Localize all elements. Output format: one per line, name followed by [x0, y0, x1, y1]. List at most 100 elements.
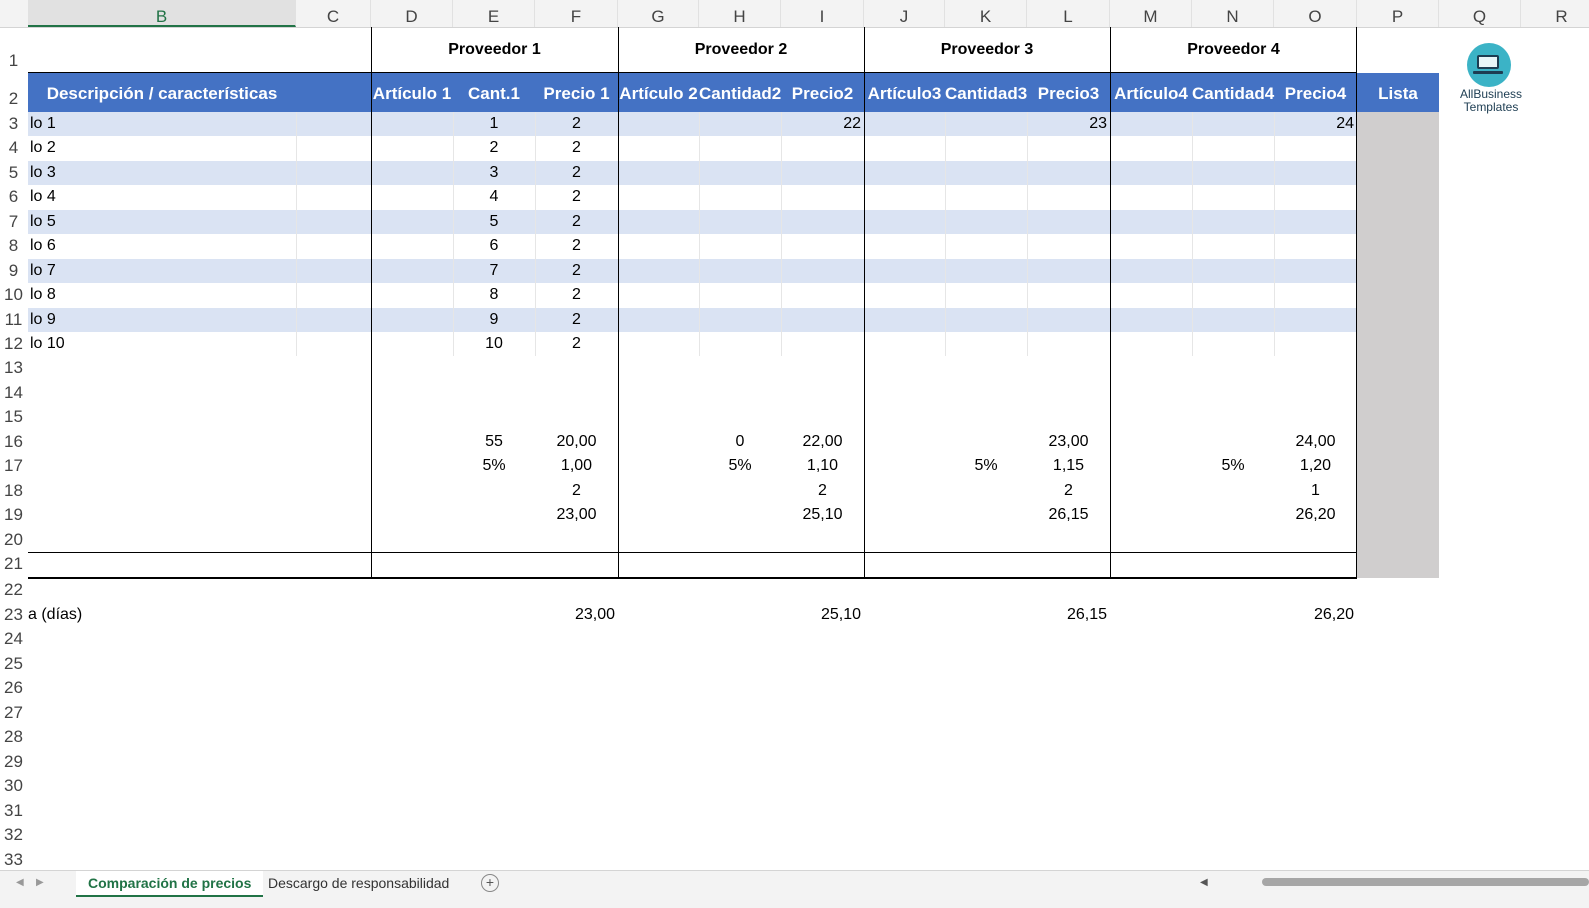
row-header[interactable]: 11 [0, 308, 27, 332]
summary-cell[interactable]: 5% [974, 457, 998, 474]
item-precio3[interactable]: 23 [1089, 115, 1107, 132]
column-header-c[interactable]: C [296, 0, 371, 27]
summary-cell[interactable]: 26,20 [1295, 506, 1336, 523]
row-header[interactable]: 7 [0, 210, 27, 234]
row-header[interactable]: 10 [0, 283, 27, 307]
row23-total-2[interactable]: 25,10 [820, 606, 861, 623]
item-precio1[interactable]: 2 [572, 188, 581, 205]
summary-cell[interactable]: 23,00 [556, 506, 597, 523]
item-label[interactable]: lo 3 [30, 164, 56, 181]
add-sheet-icon[interactable]: + [481, 874, 499, 892]
row-header[interactable]: 24 [0, 627, 27, 651]
row-header[interactable]: 25 [0, 652, 27, 676]
row-header[interactable]: 31 [0, 799, 27, 823]
item-label[interactable]: lo 4 [30, 188, 56, 205]
summary-cell[interactable]: 0 [735, 433, 745, 450]
column-header-k[interactable]: K [945, 0, 1027, 27]
item-precio1[interactable]: 2 [572, 164, 581, 181]
summary-cell[interactable]: 5% [482, 457, 506, 474]
row-header[interactable]: 16 [0, 430, 27, 454]
item-precio1[interactable]: 2 [572, 237, 581, 254]
row-header[interactable]: 20 [0, 528, 27, 552]
row-header[interactable]: 23 [0, 603, 27, 627]
summary-cell[interactable]: 5% [1221, 457, 1245, 474]
tab-comparacion-de-precios[interactable]: Comparación de precios [76, 871, 264, 897]
row-header[interactable]: 19 [0, 503, 27, 527]
row-header[interactable]: 27 [0, 701, 27, 725]
item-precio1[interactable]: 2 [572, 311, 581, 328]
item-cant1[interactable]: 6 [489, 237, 499, 254]
item-cant1[interactable]: 7 [489, 262, 499, 279]
column-header-h[interactable]: H [699, 0, 781, 27]
row-header[interactable]: 9 [0, 259, 27, 283]
item-cant1[interactable]: 8 [489, 286, 499, 303]
summary-cell[interactable]: 2 [572, 482, 581, 499]
item-precio2[interactable]: 22 [843, 115, 861, 132]
prev-sheet-icon[interactable]: ◀ [16, 877, 24, 888]
item-label[interactable]: lo 9 [30, 311, 56, 328]
column-header-r[interactable]: R [1521, 0, 1589, 27]
row-header[interactable]: 32 [0, 823, 27, 847]
next-sheet-icon[interactable]: ▶ [36, 877, 44, 888]
item-precio1[interactable]: 2 [572, 139, 581, 156]
item-label[interactable]: lo 7 [30, 262, 56, 279]
summary-cell[interactable]: 55 [485, 433, 503, 450]
row-header[interactable]: 28 [0, 725, 27, 749]
column-header-n[interactable]: N [1192, 0, 1274, 27]
item-cant1[interactable]: 3 [489, 164, 499, 181]
column-header-d[interactable]: D [371, 0, 453, 27]
row-header[interactable]: 5 [0, 161, 27, 185]
column-header-q[interactable]: Q [1439, 0, 1521, 27]
item-precio1[interactable]: 2 [572, 115, 581, 132]
row23-total-1[interactable]: 23,00 [574, 606, 615, 623]
column-header-i[interactable]: I [781, 0, 864, 27]
column-header-f[interactable]: F [535, 0, 618, 27]
column-header-g[interactable]: G [618, 0, 699, 27]
row-header[interactable]: 17 [0, 454, 27, 478]
summary-cell[interactable]: 22,00 [802, 433, 843, 450]
item-label[interactable]: lo 2 [30, 139, 56, 156]
row-header[interactable]: 4 [0, 136, 27, 160]
summary-cell[interactable]: 1,00 [560, 457, 593, 474]
column-header-b[interactable]: B [28, 0, 296, 27]
summary-cell[interactable]: 20,00 [556, 433, 597, 450]
row-header[interactable]: 29 [0, 750, 27, 774]
column-header-j[interactable]: J [864, 0, 945, 27]
item-precio1[interactable]: 2 [572, 286, 581, 303]
summary-cell[interactable]: 2 [818, 482, 827, 499]
item-cant1[interactable]: 10 [485, 335, 503, 352]
summary-cell[interactable]: 1,10 [806, 457, 839, 474]
item-label[interactable]: lo 1 [30, 115, 56, 132]
column-header-o[interactable]: O [1274, 0, 1357, 27]
summary-cell[interactable]: 1 [1311, 482, 1320, 499]
tab-descargo-de-responsabilidad[interactable]: Descargo de responsabilidad [268, 875, 450, 891]
item-label[interactable]: lo 6 [30, 237, 56, 254]
row-header[interactable]: 1 [0, 49, 27, 73]
row-header[interactable]: 21 [0, 552, 27, 576]
item-cant1[interactable]: 9 [489, 311, 499, 328]
row-header[interactable]: 15 [0, 405, 27, 429]
summary-cell[interactable]: 26,15 [1048, 506, 1089, 523]
column-header-m[interactable]: M [1110, 0, 1192, 27]
item-cant1[interactable]: 5 [489, 213, 499, 230]
item-cant1[interactable]: 1 [489, 115, 499, 132]
column-header-e[interactable]: E [453, 0, 535, 27]
summary-cell[interactable]: 5% [728, 457, 752, 474]
row-header[interactable]: 14 [0, 381, 27, 405]
item-cant1[interactable]: 2 [489, 139, 499, 156]
horizontal-scrollbar[interactable] [1262, 878, 1589, 886]
item-label[interactable]: lo 8 [30, 286, 56, 303]
row-header[interactable]: 18 [0, 479, 27, 503]
row-header[interactable]: 2 [0, 87, 27, 111]
row-header[interactable]: 33 [0, 848, 27, 870]
row-header[interactable]: 3 [0, 112, 27, 136]
row23-total-4[interactable]: 26,20 [1313, 606, 1354, 623]
item-precio1[interactable]: 2 [572, 262, 581, 279]
summary-cell[interactable]: 23,00 [1048, 433, 1089, 450]
row-header[interactable]: 8 [0, 234, 27, 258]
row-header[interactable]: 12 [0, 332, 27, 356]
summary-cell[interactable]: 2 [1064, 482, 1073, 499]
row-header[interactable]: 22 [0, 578, 27, 602]
item-precio1[interactable]: 2 [572, 213, 581, 230]
spreadsheet-grid[interactable]: B C D E F G H I J K L M N O P Q R 1 2 3 … [0, 0, 1589, 870]
